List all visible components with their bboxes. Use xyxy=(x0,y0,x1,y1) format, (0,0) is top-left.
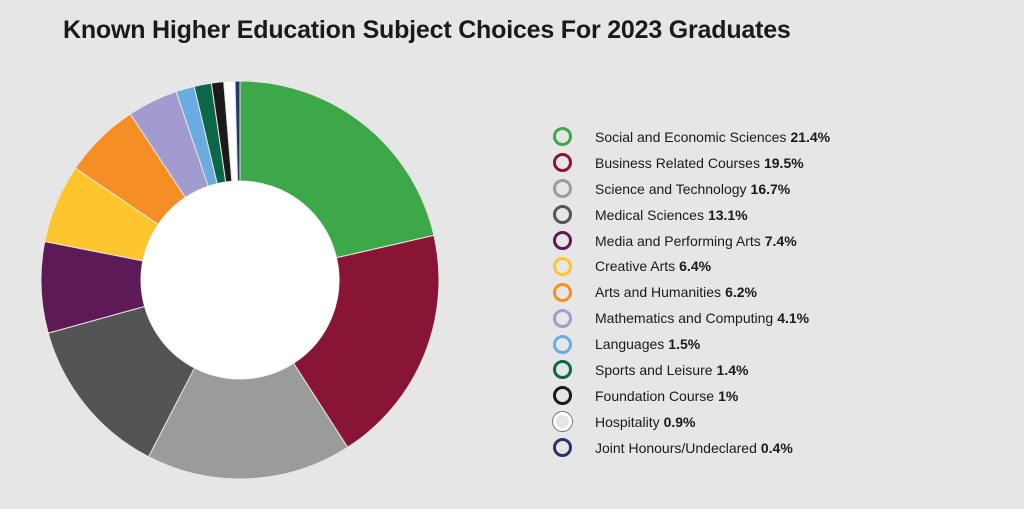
legend-label: Creative Arts xyxy=(595,258,676,275)
legend-label: Sports and Leisure xyxy=(595,361,713,378)
legend-item: Mathematics and Computing 4.1% xyxy=(553,305,830,331)
legend-label: Medical Sciences xyxy=(595,206,704,223)
legend-item: Business Related Courses 19.5% xyxy=(553,150,830,176)
legend-label: Languages xyxy=(595,336,665,353)
legend-value: 19.5% xyxy=(763,154,804,171)
legend-item: Science and Technology 16.7% xyxy=(553,176,830,202)
legend-label: Media and Performing Arts xyxy=(595,232,761,249)
legend-item: Foundation Course 1% xyxy=(553,383,830,409)
legend-marker-icon xyxy=(553,438,572,458)
chart-legend: Social and Economic Sciences 21.4% Busines… xyxy=(553,124,830,461)
legend-value: 1.5% xyxy=(668,336,701,353)
legend-marker-icon xyxy=(553,153,572,173)
legend-marker-icon xyxy=(553,386,572,406)
legend-item: Languages 1.5% xyxy=(553,331,830,357)
legend-marker-icon xyxy=(553,179,572,199)
legend-marker-icon xyxy=(553,205,572,225)
donut-hole xyxy=(141,181,339,379)
legend-label: Mathematics and Computing xyxy=(595,310,774,327)
legend-item: Creative Arts 6.4% xyxy=(553,253,830,279)
legend-value: 1.4% xyxy=(716,361,749,378)
legend-label: Hospitality xyxy=(595,413,660,430)
legend-label: Science and Technology xyxy=(595,180,747,197)
legend-marker-icon xyxy=(553,282,572,302)
legend-value: 16.7% xyxy=(750,180,791,197)
legend-marker-icon xyxy=(553,334,572,354)
legend-marker-icon xyxy=(553,360,572,380)
legend-item: Joint Honours/Undeclared 0.4% xyxy=(553,435,830,461)
legend-value: 21.4% xyxy=(790,128,831,145)
donut-slice-1 xyxy=(292,234,440,449)
legend-label: Business Related Courses xyxy=(595,154,760,171)
legend-item: Arts and Humanities 6.2% xyxy=(553,279,830,305)
legend-marker-icon xyxy=(553,308,572,328)
legend-marker-icon xyxy=(553,412,572,432)
legend-value: 7.4% xyxy=(764,232,797,249)
legend-marker-icon xyxy=(553,256,572,276)
legend-item: Social and Economic Sciences 21.4% xyxy=(553,124,830,150)
legend-value: 0.4% xyxy=(760,439,793,456)
legend-marker-icon xyxy=(553,231,572,250)
legend-marker-icon xyxy=(553,127,572,147)
legend-label: Social and Economic Sciences xyxy=(595,128,787,145)
legend-label: Joint Honours/Undeclared xyxy=(595,439,757,456)
legend-value: 4.1% xyxy=(777,310,810,327)
legend-item: Sports and Leisure 1.4% xyxy=(553,357,830,383)
legend-label: Arts and Humanities xyxy=(595,284,722,301)
legend-value: 6.2% xyxy=(725,284,757,301)
legend-value: 1% xyxy=(718,387,739,404)
chart-title: Known Higher Education Subject Choices F… xyxy=(63,16,791,44)
legend-item: Medical Sciences 13.1% xyxy=(553,202,830,228)
legend-value: 6.4% xyxy=(679,258,712,275)
legend-value: 0.9% xyxy=(663,413,696,430)
legend-value: 13.1% xyxy=(707,206,748,223)
legend-item: Hospitality 0.9% xyxy=(553,409,830,435)
legend-item: Media and Performing Arts 7.4% xyxy=(553,228,830,254)
legend-label: Foundation Course xyxy=(595,387,715,404)
